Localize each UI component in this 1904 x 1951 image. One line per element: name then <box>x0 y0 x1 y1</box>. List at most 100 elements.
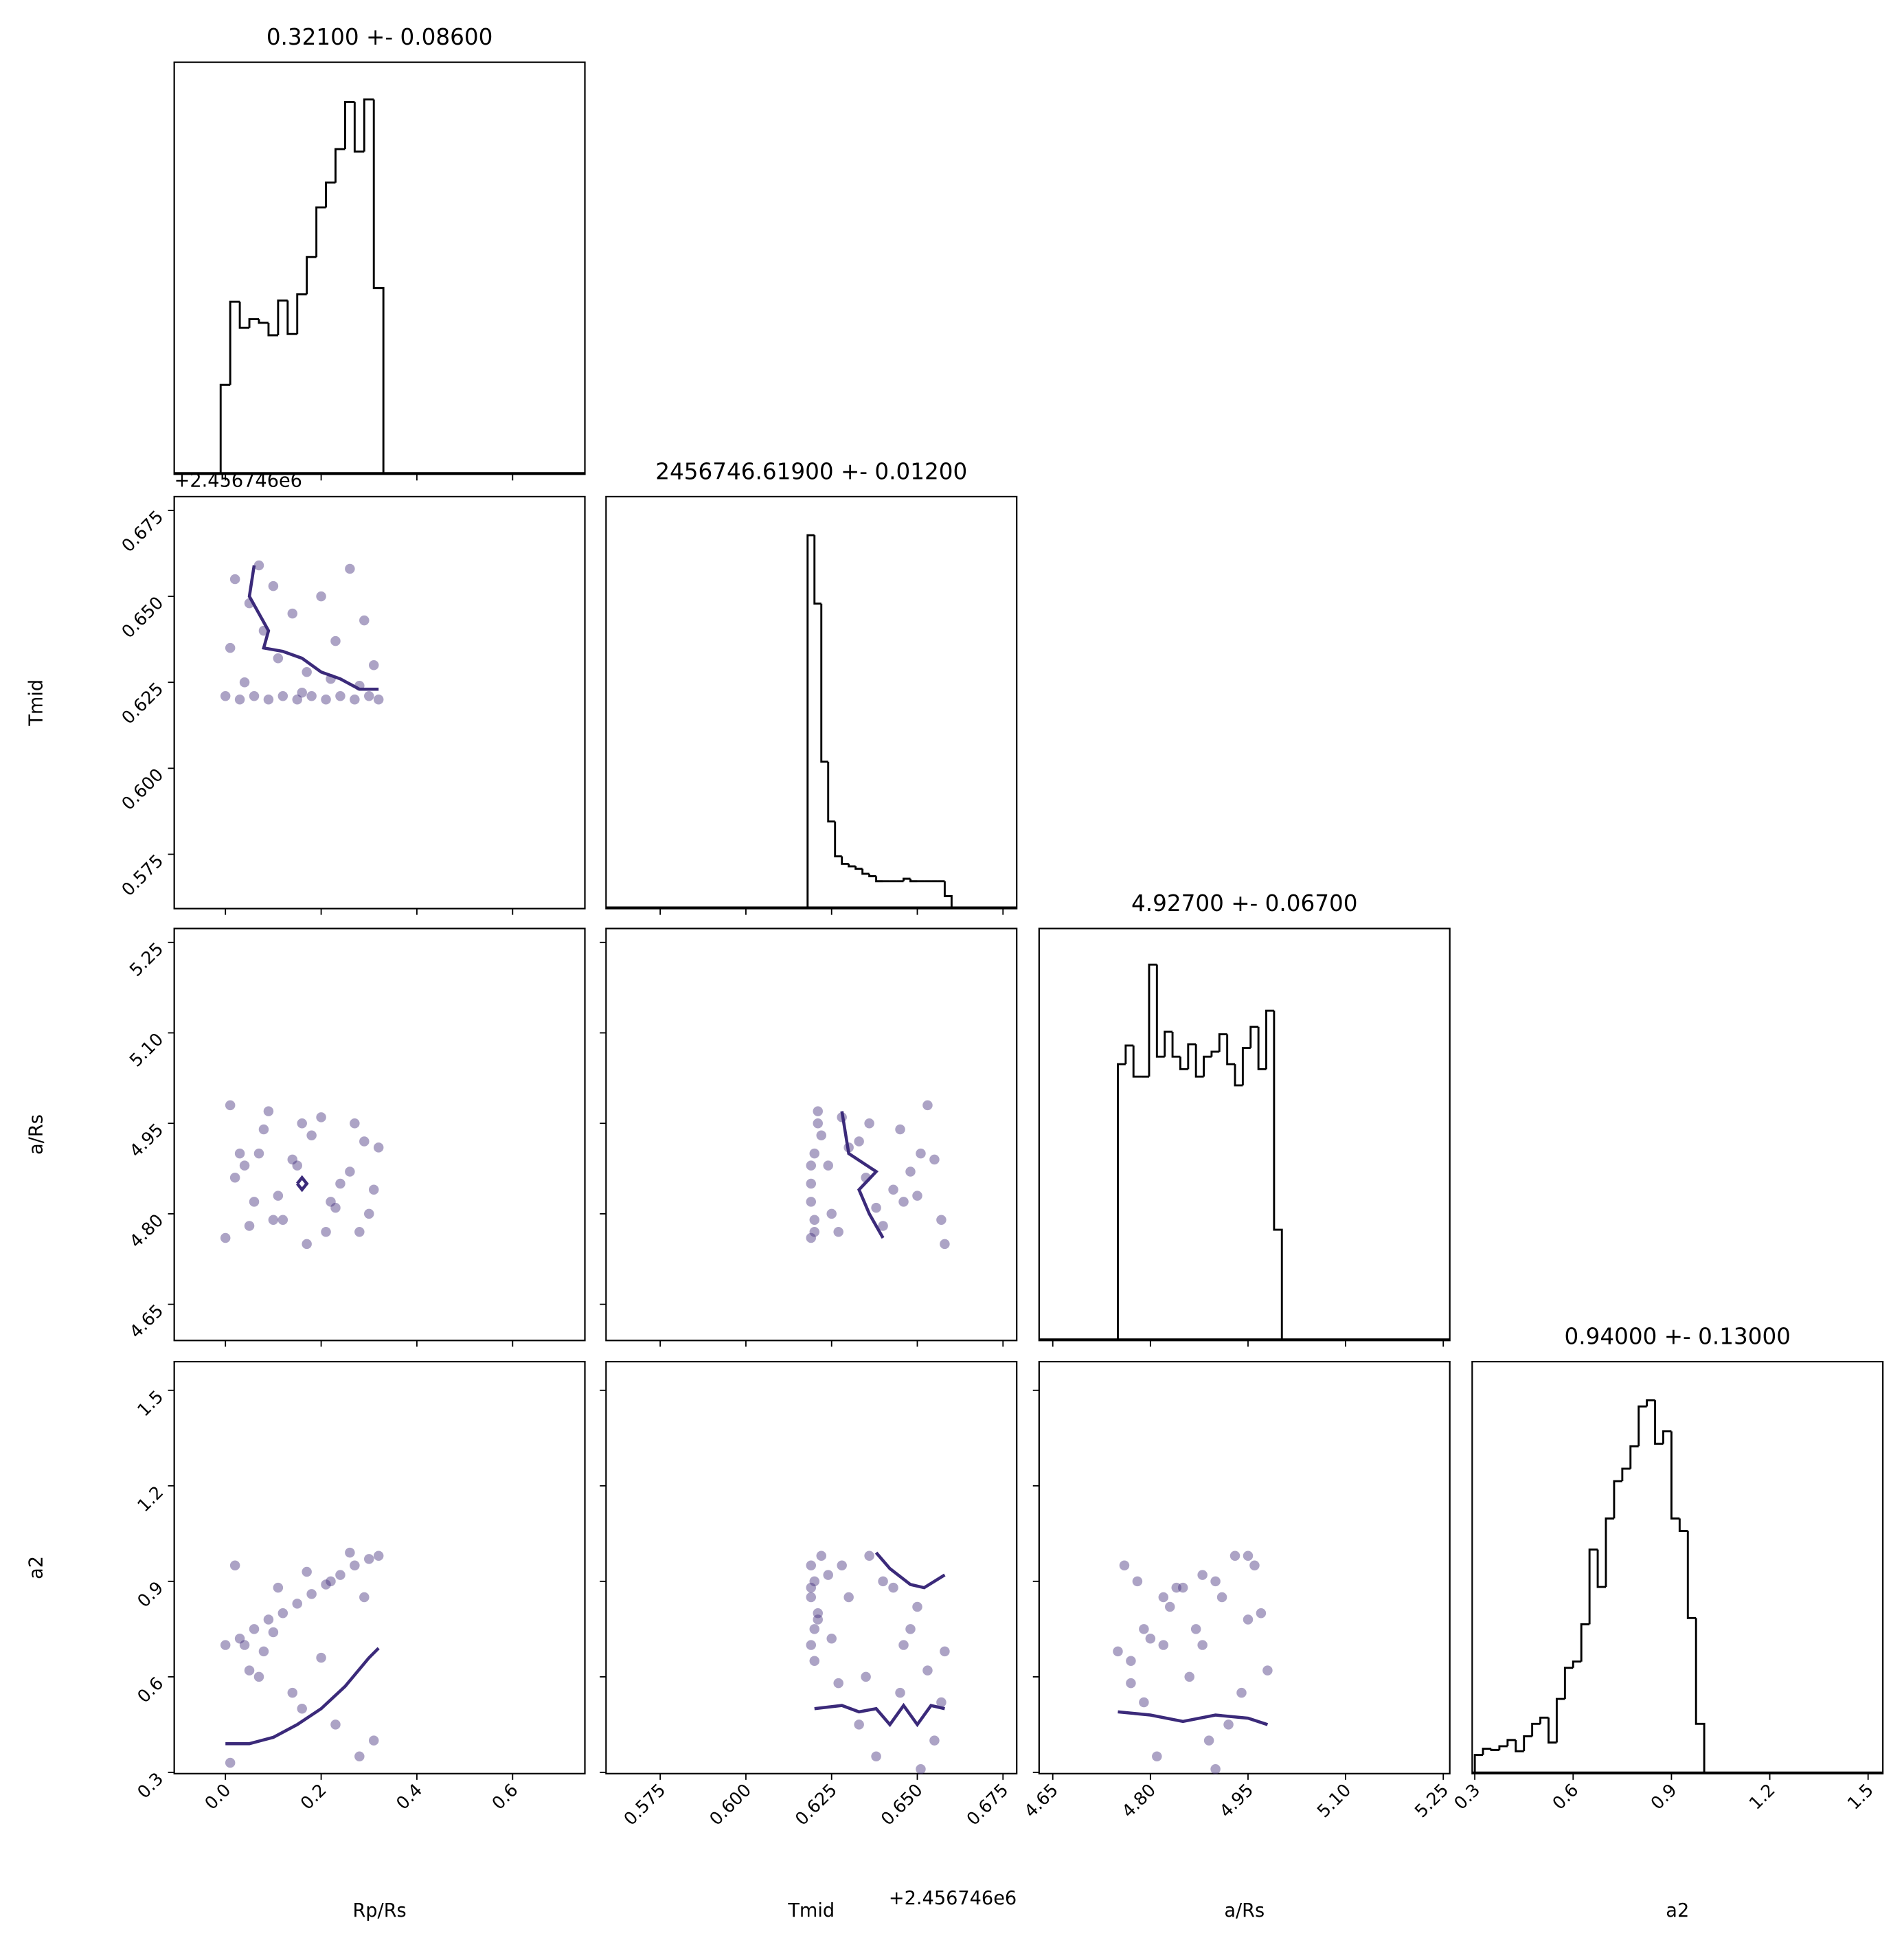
sample-point <box>249 691 260 701</box>
hist-bin <box>1515 1739 1524 1752</box>
sample-point <box>350 1118 360 1129</box>
sample-point <box>1139 1697 1149 1708</box>
hist-bin <box>1621 1467 1631 1482</box>
sample-point <box>359 615 370 626</box>
sample-point <box>833 1678 843 1689</box>
hist-bin <box>1539 1716 1549 1724</box>
sample-point <box>220 691 231 701</box>
hist-bin <box>903 877 911 881</box>
hist-bin <box>1117 1063 1126 1341</box>
sample-point <box>335 1570 345 1580</box>
sample-point <box>864 1118 874 1129</box>
sample-point <box>321 1579 331 1590</box>
hist-bin <box>1203 1055 1212 1077</box>
sample-point <box>809 1656 820 1666</box>
sample-point <box>249 1624 260 1634</box>
hist-bin <box>1654 1400 1664 1445</box>
sample-point <box>1262 1665 1273 1676</box>
sample-point <box>806 1197 817 1207</box>
sample-point <box>864 1550 874 1561</box>
sample-point <box>287 1154 298 1165</box>
sample-point <box>359 1592 370 1603</box>
hist-bin <box>1265 1009 1274 1070</box>
sample-point <box>354 1751 365 1762</box>
hist-bin <box>353 102 365 153</box>
sample-point <box>321 1227 331 1237</box>
sample-point <box>861 1671 871 1682</box>
sample-point <box>368 659 379 670</box>
axes-frame <box>173 1361 586 1774</box>
hist-bin <box>1563 1667 1574 1700</box>
hist-bin <box>229 300 240 385</box>
sample-point <box>302 1566 312 1577</box>
sample-point <box>368 1184 379 1195</box>
contour <box>814 1702 945 1728</box>
hist-bin <box>1580 1623 1590 1662</box>
sample-point <box>922 1665 933 1676</box>
sample-point <box>359 1136 370 1147</box>
hist-bin <box>813 535 821 605</box>
sample-point <box>292 1160 302 1171</box>
x-tick-label: 4.95 <box>1215 1779 1257 1821</box>
sample-point <box>253 1671 264 1682</box>
x-tick-label: 5.25 <box>1410 1779 1452 1821</box>
sample-point <box>321 695 331 705</box>
x-tick-label: 5.10 <box>1313 1779 1355 1821</box>
sample-point <box>229 574 240 585</box>
axes-frame <box>1038 1361 1451 1774</box>
y-tick-label: 0.575 <box>117 850 168 900</box>
y-tick-label: 5.10 <box>125 1028 167 1070</box>
y-tick-label: 0.650 <box>117 592 168 642</box>
contour <box>874 1551 946 1590</box>
sample-point <box>922 1100 933 1111</box>
panel-title: 0.32100 +- 0.08600 <box>267 24 493 50</box>
y-tick-label: 0.3 <box>133 1768 168 1803</box>
sample-point <box>239 1160 250 1171</box>
sample-point <box>916 1148 926 1159</box>
hist-bin <box>909 879 918 883</box>
sample-point <box>1243 1550 1254 1561</box>
sample-point <box>1197 1640 1208 1650</box>
sample-point <box>1165 1601 1175 1612</box>
sample-point <box>806 1582 817 1593</box>
hist-bin <box>868 873 876 877</box>
sample-point <box>806 1160 817 1171</box>
sample-point <box>330 1719 341 1730</box>
sample-point <box>350 1560 360 1570</box>
y-tick-label: 0.675 <box>117 506 168 556</box>
sample-point <box>1216 1592 1227 1603</box>
hist-bin <box>1695 1618 1705 1774</box>
sample-point <box>302 1239 312 1250</box>
sample-point <box>263 1614 274 1625</box>
sample-point <box>1256 1608 1267 1619</box>
contour <box>295 1175 309 1193</box>
panel-title: 4.92700 +- 0.06700 <box>1131 890 1358 916</box>
sample-point <box>330 1202 341 1213</box>
hist-bin <box>1605 1517 1614 1588</box>
sample-point <box>287 608 298 619</box>
hist-bin <box>1588 1548 1598 1625</box>
hist-bin <box>248 318 259 328</box>
hist-bin <box>325 181 336 207</box>
y-tick-label: 1.5 <box>133 1386 168 1421</box>
sample-point <box>940 1646 950 1657</box>
sample-point <box>350 695 360 705</box>
x-tick-label: 0.4 <box>392 1779 427 1814</box>
sample-point <box>297 688 307 698</box>
hist-bin <box>286 300 297 335</box>
hist-bin <box>1187 1043 1197 1070</box>
sample-point <box>1158 1640 1169 1650</box>
sample-point <box>809 1215 820 1225</box>
sample-point <box>302 666 312 677</box>
sample-point <box>1119 1560 1130 1570</box>
sample-point <box>263 1106 274 1116</box>
x-tick-label: 1.5 <box>1843 1779 1877 1814</box>
x-tick-label: 0.600 <box>705 1779 756 1829</box>
y-tick-label: 0.600 <box>117 764 168 814</box>
sample-point <box>809 1576 820 1587</box>
hist-bin <box>363 98 374 152</box>
sample-point <box>1249 1560 1260 1570</box>
sample-point <box>287 1687 298 1698</box>
hist-bin <box>1686 1531 1697 1619</box>
sample-point <box>888 1582 898 1593</box>
